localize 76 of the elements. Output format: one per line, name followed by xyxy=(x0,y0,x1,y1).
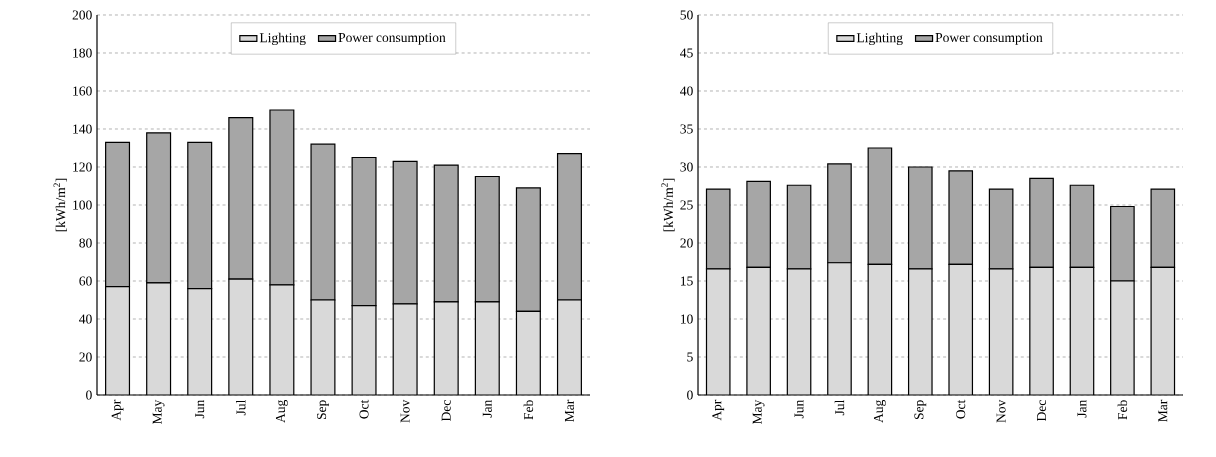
bar xyxy=(1110,281,1135,395)
x-tick-label: Jan xyxy=(482,399,492,418)
legend-label: Power consumption xyxy=(935,33,1043,45)
x-tick-label: Jun xyxy=(195,399,205,419)
bar xyxy=(1150,266,1176,395)
bar xyxy=(989,268,1013,395)
x-tick-label: Nov xyxy=(996,399,1006,423)
bar xyxy=(827,262,852,395)
x-tick-label: Apr xyxy=(111,399,124,421)
x-tick-label: Sep xyxy=(317,400,329,420)
y-tick-label: 40 xyxy=(680,86,693,96)
bar xyxy=(787,268,811,395)
bar xyxy=(908,268,933,395)
bar xyxy=(556,299,582,395)
y-tick-label: 160 xyxy=(73,86,92,96)
y-axis-title: [kWh/m$^{2}$] xyxy=(661,178,675,232)
y-tick-label: 40 xyxy=(79,314,92,324)
x-tick-label: Aug xyxy=(275,399,288,423)
x-tick-label: Oct xyxy=(956,399,966,419)
bar xyxy=(516,311,541,395)
y-tick-label: 50 xyxy=(680,10,693,20)
x-tick-label: Dec xyxy=(441,400,451,422)
y-tick-label: 25 xyxy=(680,200,693,210)
bar xyxy=(434,301,459,395)
x-tick-label: Apr xyxy=(712,399,725,421)
y-tick-label: 10 xyxy=(681,314,693,324)
y-tick-label: 20 xyxy=(79,352,92,362)
y-tick-label: 100 xyxy=(73,200,92,210)
x-tick-label: May xyxy=(152,399,165,425)
legend-label: Lighting xyxy=(856,32,903,46)
bar xyxy=(228,279,253,395)
x-tick-label: May xyxy=(752,399,765,425)
legend-label: Lighting xyxy=(259,32,306,46)
bar xyxy=(352,305,376,395)
x-tick-label: Nov xyxy=(400,399,410,423)
bar xyxy=(187,288,212,395)
bar xyxy=(1029,267,1054,395)
y-tick-label: 45 xyxy=(680,48,693,58)
x-tick-label: Aug xyxy=(873,399,886,423)
y-tick-label: 60 xyxy=(79,276,92,286)
y-tick-label: 200 xyxy=(72,10,92,20)
bar xyxy=(475,301,500,395)
y-tick-label: 120 xyxy=(73,162,92,172)
bar xyxy=(868,264,892,395)
y-tick-label: 0 xyxy=(687,390,693,400)
x-tick-label: Jul xyxy=(236,399,246,416)
x-tick-label: Jun xyxy=(794,399,804,419)
legend-label: Power consumption xyxy=(338,33,446,45)
bar xyxy=(706,268,730,395)
x-tick-label: Feb xyxy=(1117,400,1128,420)
bar xyxy=(746,267,771,395)
y-tick-label: 30 xyxy=(680,162,693,172)
bar xyxy=(269,284,294,395)
x-tick-label: Feb xyxy=(523,400,534,420)
bar xyxy=(949,264,973,395)
y-tick-label: 80 xyxy=(79,238,92,248)
x-tick-label: Oct xyxy=(359,399,369,419)
y-tick-label: 20 xyxy=(680,238,693,248)
y-axis-title: [kWh/m$^{2}$] xyxy=(53,178,67,232)
bar xyxy=(105,286,130,395)
bar xyxy=(1070,267,1094,395)
y-tick-label: 35 xyxy=(680,124,693,134)
x-tick-label: Sep xyxy=(914,400,927,420)
x-tick-label: Jul xyxy=(834,399,845,416)
bar xyxy=(146,282,171,395)
x-tick-label: Dec xyxy=(1037,400,1047,422)
x-tick-label: Mar xyxy=(1158,399,1168,422)
bar xyxy=(393,303,418,395)
bar xyxy=(311,300,335,395)
x-tick-label: Mar xyxy=(564,399,574,422)
y-tick-label: 5 xyxy=(687,352,693,362)
y-tick-label: 0 xyxy=(86,390,92,400)
y-tick-label: 140 xyxy=(73,124,92,134)
x-tick-label: Jan xyxy=(1077,399,1087,418)
y-tick-label: 15 xyxy=(681,276,693,286)
y-tick-label: 180 xyxy=(73,48,92,58)
